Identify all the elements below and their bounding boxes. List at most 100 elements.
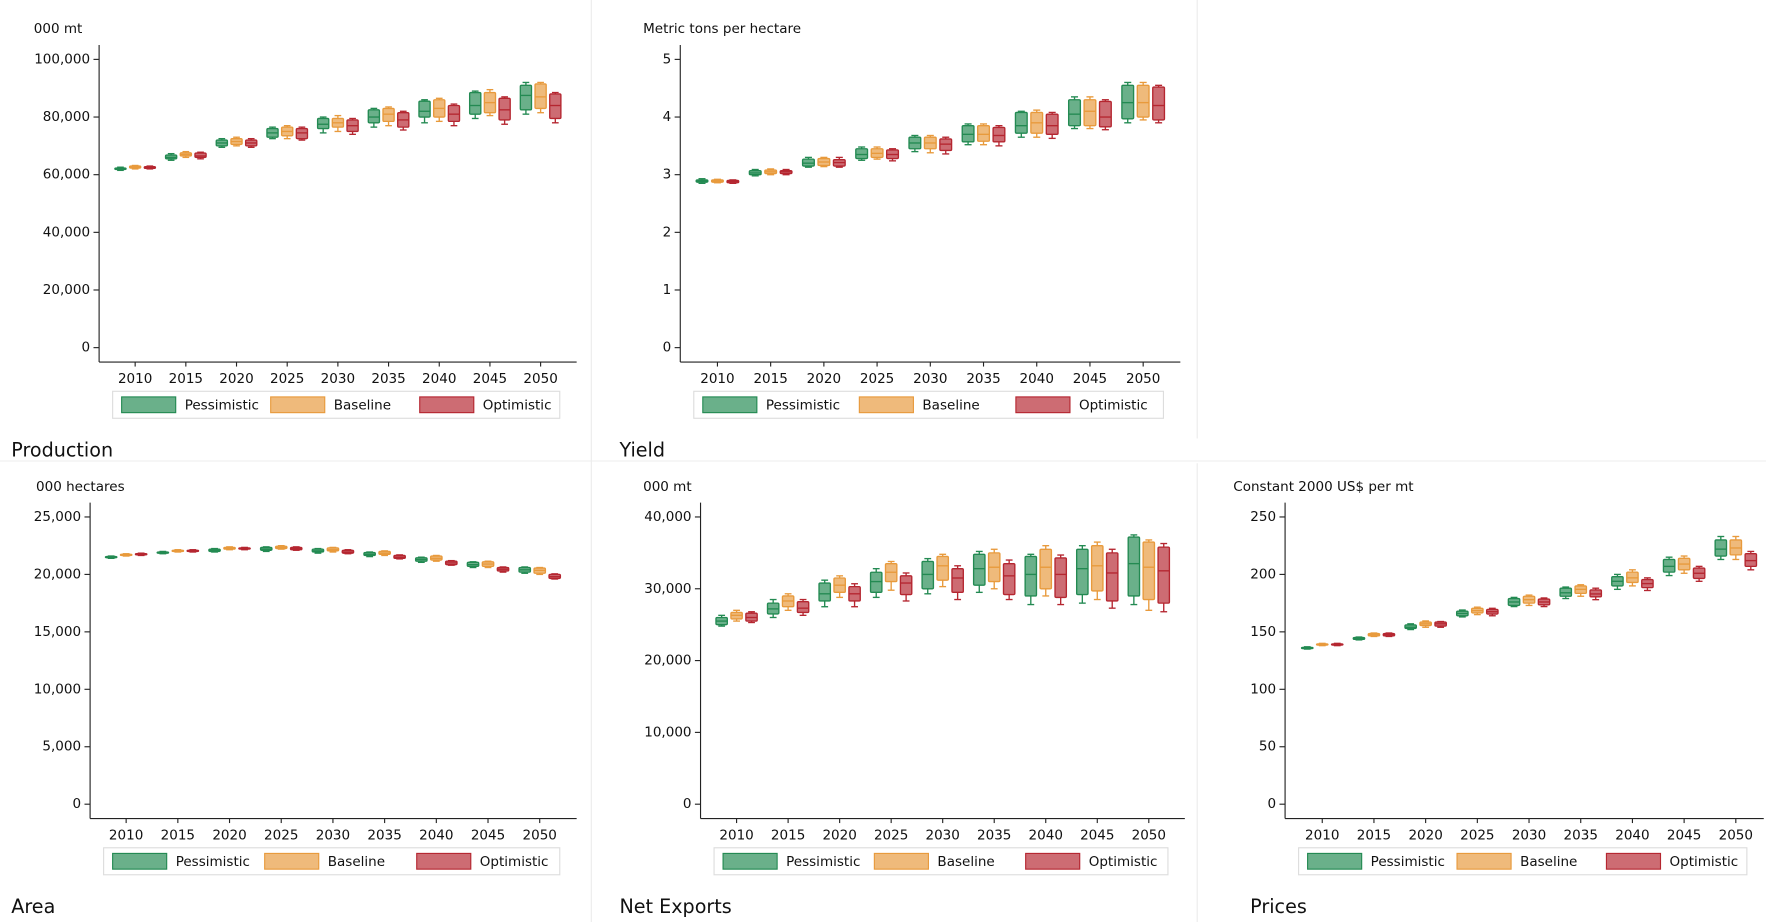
box (1136, 84, 1150, 118)
y-tick-label: 200 (1250, 566, 1276, 582)
box (468, 91, 482, 115)
x-tick-label: 2035 (1564, 827, 1598, 843)
y-tick-label: 250 (1250, 509, 1276, 525)
box (899, 575, 913, 596)
y-tick-label: 10,000 (34, 681, 81, 697)
panel-caption: Yield (618, 438, 665, 461)
box (1039, 548, 1053, 590)
x-tick-label: 2025 (874, 827, 908, 843)
x-tick-label: 2050 (1126, 371, 1160, 387)
x-tick-label: 2015 (161, 827, 195, 843)
y-axis-title: 000 mt (643, 479, 692, 495)
legend-swatch (873, 852, 929, 870)
x-tick-label: 2010 (700, 371, 734, 387)
legend-label: Optimistic (480, 854, 549, 870)
legend-label: Optimistic (1079, 397, 1148, 413)
box (519, 84, 533, 111)
legend-box (103, 847, 561, 876)
y-tick-label: 80,000 (43, 109, 90, 125)
y-axis-title: Constant 2000 US$ per mt (1233, 479, 1413, 495)
y-tick-label: 20,000 (644, 653, 691, 669)
box (1714, 539, 1728, 557)
box (1002, 562, 1016, 596)
legend-swatch (419, 396, 475, 414)
x-tick-label: 2035 (371, 371, 405, 387)
x-tick-label: 2025 (270, 371, 304, 387)
box (1098, 100, 1112, 128)
legend-box (713, 847, 1169, 876)
y-tick-label: 100,000 (34, 51, 90, 67)
box (1054, 557, 1068, 599)
x-tick-label: 2050 (1719, 827, 1753, 843)
legend-swatch (702, 396, 758, 414)
box (498, 97, 511, 121)
legend-box (1298, 847, 1748, 876)
x-tick-label: 2030 (925, 827, 959, 843)
box (367, 109, 381, 124)
y-tick-label: 0 (1267, 796, 1276, 812)
legend-label: Baseline (334, 397, 391, 413)
box (1105, 552, 1119, 602)
box (818, 582, 832, 602)
box (1014, 111, 1028, 134)
x-tick-label: 2010 (719, 827, 753, 843)
legend-box (693, 390, 1165, 419)
box (1157, 546, 1171, 604)
legend-swatch (416, 852, 472, 870)
legend-swatch (112, 852, 168, 870)
legend-label: Baseline (937, 854, 994, 870)
box (936, 555, 950, 581)
y-tick-label: 15,000 (34, 624, 81, 640)
box (316, 117, 330, 130)
x-tick-label: 2040 (419, 827, 453, 843)
y-axis-title: 000 hectares (36, 479, 125, 495)
box (1152, 86, 1166, 121)
x-tick-label: 2045 (1667, 827, 1701, 843)
x-tick-label: 2020 (219, 371, 253, 387)
y-tick-label: 3 (663, 167, 672, 183)
box (921, 560, 935, 590)
x-tick-label: 2035 (977, 827, 1011, 843)
x-tick-label: 2015 (1357, 827, 1391, 843)
y-tick-label: 30,000 (644, 581, 691, 597)
x-tick-label: 2045 (473, 371, 507, 387)
legend-swatch (1307, 852, 1363, 870)
x-tick-label: 2050 (1132, 827, 1166, 843)
y-tick-label: 2 (663, 224, 672, 240)
x-tick-label: 2030 (316, 827, 350, 843)
legend-label: Pessimistic (786, 854, 860, 870)
y-tick-label: 5 (663, 51, 672, 67)
legend-swatch (1025, 852, 1081, 870)
box (1067, 99, 1082, 127)
legend-label: Pessimistic (1371, 854, 1445, 870)
y-tick-label: 150 (1250, 624, 1276, 640)
y-tick-label: 40,000 (644, 509, 691, 525)
x-tick-label: 2020 (1408, 827, 1442, 843)
x-tick-label: 2025 (860, 371, 894, 387)
box (951, 567, 964, 594)
legend-swatch (722, 852, 778, 870)
box (796, 601, 810, 614)
panel-caption: Area (11, 895, 55, 918)
box (295, 127, 309, 140)
legend-label: Baseline (1520, 854, 1577, 870)
x-tick-label: 2030 (321, 371, 355, 387)
legend-swatch (264, 852, 320, 870)
y-tick-label: 0 (72, 796, 81, 812)
y-tick-label: 40,000 (43, 224, 90, 240)
y-tick-label: 0 (663, 340, 672, 356)
y-tick-label: 20,000 (43, 282, 90, 298)
y-tick-label: 25,000 (34, 509, 81, 525)
x-tick-label: 2030 (913, 371, 947, 387)
legend-swatch (858, 396, 914, 414)
y-tick-label: 5,000 (42, 739, 81, 755)
x-tick-label: 2015 (169, 371, 203, 387)
legend-swatch (270, 396, 326, 414)
box (1075, 548, 1089, 596)
legend-swatch (1015, 396, 1071, 414)
x-tick-label: 2035 (367, 827, 401, 843)
x-tick-label: 2025 (264, 827, 298, 843)
